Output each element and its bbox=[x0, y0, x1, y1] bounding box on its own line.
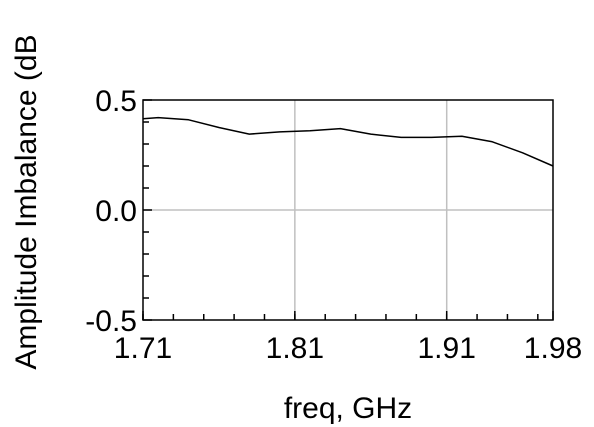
series-line bbox=[142, 116, 554, 167]
series-layer bbox=[142, 116, 554, 167]
x-tick-label: 1.71 bbox=[114, 332, 172, 365]
x-tick-label: 1.98 bbox=[524, 332, 582, 365]
axis-ticks bbox=[142, 99, 554, 321]
y-tick-label: 0.5 bbox=[95, 85, 137, 118]
grid-lines bbox=[143, 100, 553, 320]
x-axis-title: freq, GHz bbox=[284, 392, 412, 425]
x-tick-label: 1.91 bbox=[418, 332, 476, 365]
x-tick-labels: 1.71 1.81 1.91 1.98 bbox=[114, 332, 582, 365]
y-tick-label: 0.0 bbox=[95, 195, 137, 228]
x-tick-label: 1.81 bbox=[266, 332, 324, 365]
y-tick-label: -0.5 bbox=[85, 305, 137, 338]
y-axis-title: Amplitude Imbalance (dB bbox=[10, 34, 43, 369]
y-tick-labels: 0.5 0.0 -0.5 bbox=[85, 85, 137, 338]
